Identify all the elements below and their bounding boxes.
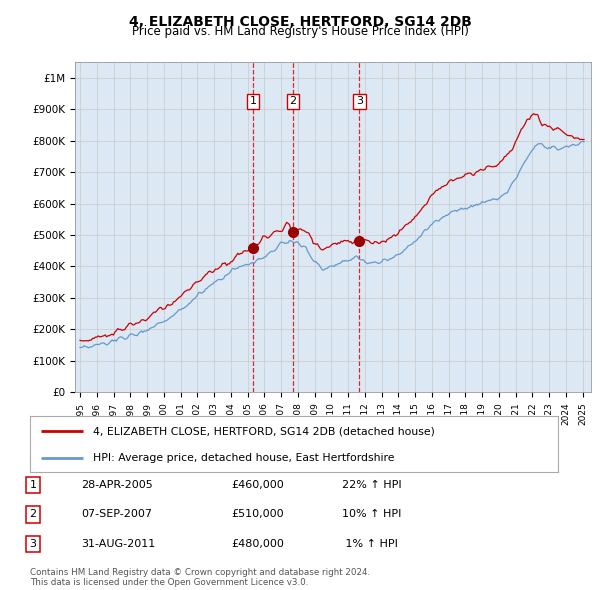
Text: £460,000: £460,000 — [231, 480, 284, 490]
Text: HPI: Average price, detached house, East Hertfordshire: HPI: Average price, detached house, East… — [94, 453, 395, 463]
Text: 10% ↑ HPI: 10% ↑ HPI — [342, 510, 401, 519]
Text: 3: 3 — [356, 96, 363, 106]
Text: 1: 1 — [29, 480, 37, 490]
Text: £510,000: £510,000 — [231, 510, 284, 519]
Text: 07-SEP-2007: 07-SEP-2007 — [81, 510, 152, 519]
Text: 31-AUG-2011: 31-AUG-2011 — [81, 539, 155, 549]
Text: 3: 3 — [29, 539, 37, 549]
Text: 4, ELIZABETH CLOSE, HERTFORD, SG14 2DB: 4, ELIZABETH CLOSE, HERTFORD, SG14 2DB — [128, 15, 472, 29]
Text: £480,000: £480,000 — [231, 539, 284, 549]
Text: 2: 2 — [29, 510, 37, 519]
Text: Contains HM Land Registry data © Crown copyright and database right 2024.
This d: Contains HM Land Registry data © Crown c… — [30, 568, 370, 587]
Text: Price paid vs. HM Land Registry's House Price Index (HPI): Price paid vs. HM Land Registry's House … — [131, 25, 469, 38]
Text: 22% ↑ HPI: 22% ↑ HPI — [342, 480, 401, 490]
Text: 2: 2 — [290, 96, 296, 106]
Text: 1: 1 — [250, 96, 256, 106]
Text: 28-APR-2005: 28-APR-2005 — [81, 480, 153, 490]
Text: 1% ↑ HPI: 1% ↑ HPI — [342, 539, 398, 549]
Text: 4, ELIZABETH CLOSE, HERTFORD, SG14 2DB (detached house): 4, ELIZABETH CLOSE, HERTFORD, SG14 2DB (… — [94, 426, 435, 436]
